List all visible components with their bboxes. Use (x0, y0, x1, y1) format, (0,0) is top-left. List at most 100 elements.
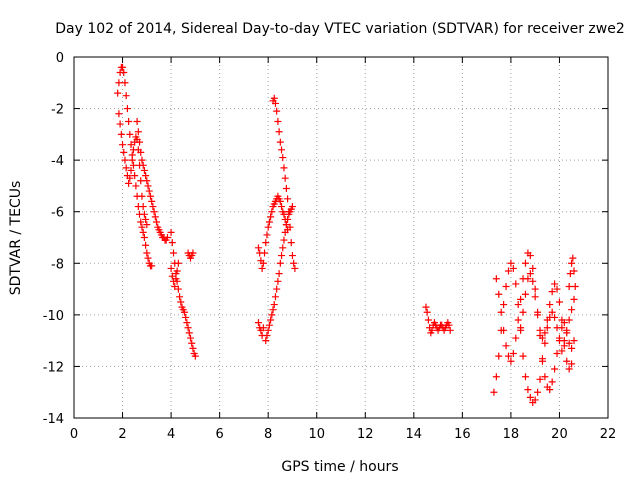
data-point (570, 267, 578, 275)
data-point (120, 68, 128, 76)
data-point (167, 264, 175, 272)
x-tick-label: 6 (215, 427, 223, 442)
data-point (167, 228, 175, 236)
data-point (563, 357, 571, 365)
data-point (174, 285, 182, 293)
data-point (114, 89, 122, 97)
data-point (495, 290, 503, 298)
data-point (284, 195, 292, 203)
data-point (125, 117, 133, 125)
data-point (150, 208, 158, 216)
data-point (569, 254, 577, 262)
data-point (538, 355, 546, 363)
data-point (500, 301, 508, 309)
data-point (565, 365, 573, 373)
data-point (131, 172, 139, 180)
data-points (114, 63, 579, 407)
data-point (524, 386, 532, 394)
data-point (514, 301, 522, 309)
y-tick-label: 0 (56, 51, 64, 66)
data-point (568, 259, 576, 267)
x-tick-label: 22 (600, 427, 617, 442)
data-point (548, 378, 556, 386)
data-point (282, 221, 290, 229)
data-point (423, 308, 431, 316)
data-point (571, 282, 579, 290)
data-point (286, 223, 294, 231)
gridlines (74, 57, 608, 418)
data-point (139, 203, 147, 211)
x-tick-label: 12 (357, 427, 374, 442)
data-point (565, 282, 573, 290)
data-point (492, 373, 500, 381)
data-point (119, 63, 127, 71)
data-point (143, 221, 151, 229)
data-point (531, 285, 539, 293)
data-point (137, 218, 145, 226)
data-point (136, 138, 144, 146)
data-point (534, 311, 542, 319)
data-point (261, 249, 269, 257)
data-point (565, 339, 573, 347)
data-point (490, 388, 498, 396)
data-point (526, 270, 534, 278)
data-point (507, 259, 515, 267)
data-point (263, 231, 271, 239)
data-point (171, 282, 179, 290)
data-point (290, 259, 298, 267)
data-point (271, 293, 279, 301)
data-point (183, 319, 191, 327)
chart-title: Day 102 of 2014, Sidereal Day-to-day VTE… (55, 21, 625, 37)
data-point (278, 252, 286, 260)
data-point (142, 215, 150, 223)
data-point (519, 352, 527, 360)
data-point (120, 148, 128, 156)
data-series (492, 249, 578, 394)
data-series (262, 203, 296, 345)
x-axis-label: GPS time / hours (281, 459, 398, 475)
data-point (275, 128, 283, 136)
data-point (264, 326, 272, 334)
data-point (541, 339, 549, 347)
data-point (548, 308, 556, 316)
data-point (273, 107, 281, 115)
data-point (558, 316, 566, 324)
data-point (269, 306, 277, 314)
data-point (424, 316, 432, 324)
data-point (128, 156, 136, 164)
data-point (558, 347, 566, 355)
axis-ticks: 0 2 4 6 8 10 12 14 16 18 20 22 0 -2 -4 -6 -8 -10 -12 -14 (43, 51, 617, 442)
data-point (149, 203, 157, 211)
data-point (526, 393, 534, 401)
data-point (538, 334, 546, 342)
data-point (275, 270, 283, 278)
data-point (168, 272, 176, 280)
data-point (446, 326, 454, 334)
data-point (177, 298, 185, 306)
data-point (531, 293, 539, 301)
data-point (543, 316, 551, 324)
data-point (121, 156, 129, 164)
data-point (548, 288, 556, 296)
data-point (526, 252, 534, 260)
y-tick-label: -6 (51, 206, 64, 221)
data-point (536, 326, 544, 334)
data-point (129, 161, 137, 169)
data-point (151, 213, 159, 221)
data-point (551, 280, 559, 288)
data-point (546, 301, 554, 309)
data-point (570, 337, 578, 345)
data-series (167, 228, 199, 360)
data-point (140, 210, 148, 218)
data-series (565, 254, 579, 290)
data-series (269, 94, 299, 272)
data-point (117, 130, 125, 138)
data-point (180, 308, 188, 316)
data-point (274, 117, 282, 125)
data-point (519, 308, 527, 316)
data-point (176, 293, 184, 301)
data-point (555, 298, 563, 306)
data-point (280, 164, 288, 172)
data-series (115, 110, 151, 229)
data-point (274, 277, 282, 285)
